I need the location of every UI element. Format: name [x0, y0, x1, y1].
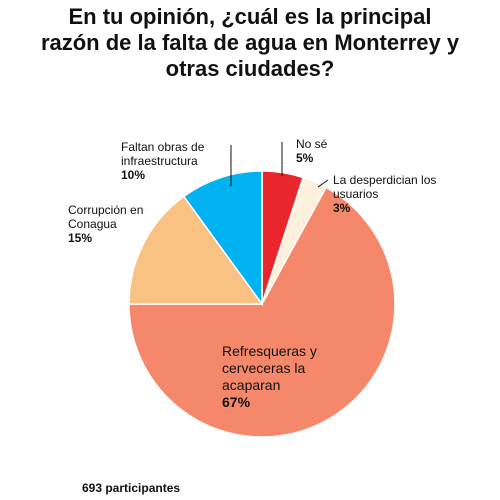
chart-title: En tu opinión, ¿cuál es la principal raz…: [40, 4, 460, 81]
label-no-se: No sé 5%: [296, 137, 328, 165]
participants-count: 693 participantes: [82, 481, 181, 495]
label-desperdician: La desperdician los usuarios 3%: [333, 173, 437, 215]
label-corrupcion: Corrupción en Conagua 15%: [68, 203, 144, 245]
pie-slice-3: [128, 195, 264, 305]
leader-line-1: [317, 179, 329, 188]
label-faltan-obras: Faltan obras de infraestructura 10%: [121, 140, 205, 182]
label-refresqueras: Refresqueras y cerveceras la acaparan 67…: [222, 343, 317, 410]
pie-slice-2: [128, 186, 396, 438]
pie-slice-4: [182, 170, 263, 307]
